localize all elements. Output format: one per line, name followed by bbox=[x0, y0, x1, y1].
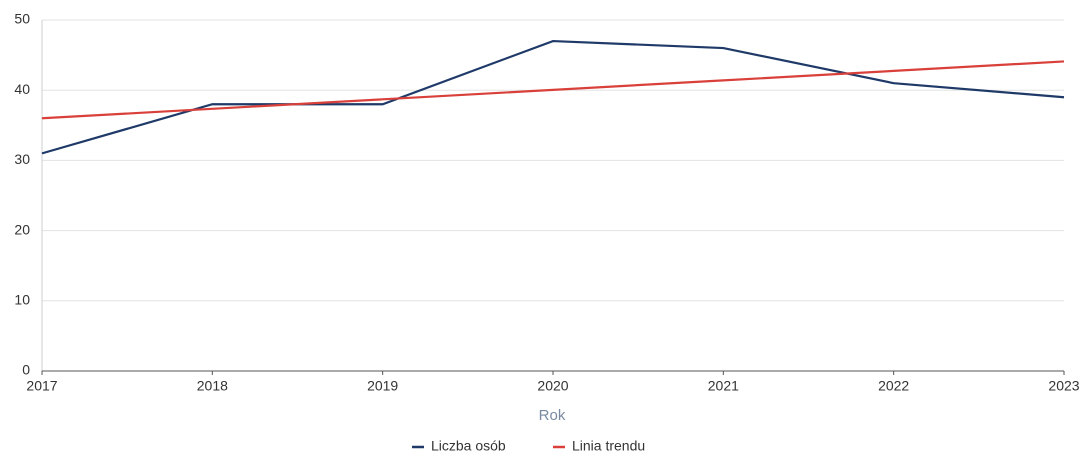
legend-label: Liczba osób bbox=[431, 438, 506, 454]
x-tick-label: 2022 bbox=[878, 378, 909, 394]
y-tick-label: 50 bbox=[14, 11, 30, 27]
legend-label: Linia trendu bbox=[572, 438, 645, 454]
x-tick-label: 2021 bbox=[708, 378, 739, 394]
y-tick-label: 30 bbox=[14, 151, 30, 167]
y-tick-label: 20 bbox=[14, 221, 30, 237]
x-axis-label: Rok bbox=[539, 407, 566, 424]
x-tick-label: 2023 bbox=[1048, 378, 1079, 394]
x-tick-label: 2019 bbox=[367, 378, 398, 394]
y-tick-label: 40 bbox=[14, 81, 30, 97]
y-tick-label: 0 bbox=[22, 362, 30, 378]
y-tick-label: 10 bbox=[14, 292, 30, 308]
x-tick-label: 2018 bbox=[197, 378, 228, 394]
x-tick-label: 2020 bbox=[537, 378, 568, 394]
x-tick-label: 2017 bbox=[26, 378, 57, 394]
line-series bbox=[41, 39, 1065, 155]
line-series bbox=[41, 60, 1065, 120]
